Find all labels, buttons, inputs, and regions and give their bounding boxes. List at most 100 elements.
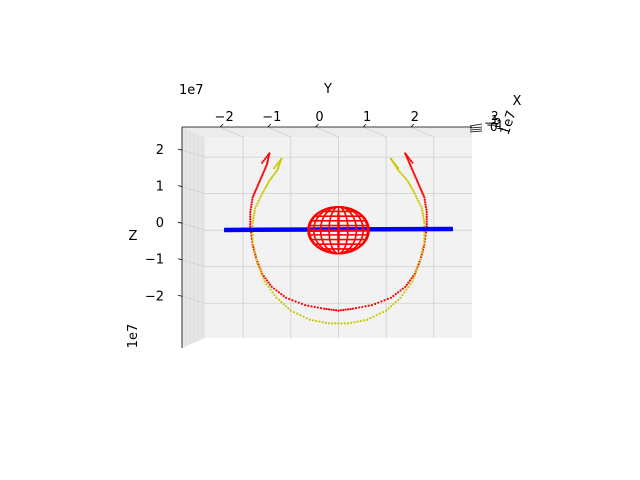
data-point	[407, 285, 410, 288]
data-point	[262, 190, 265, 193]
data-point	[378, 312, 381, 315]
data-point	[339, 309, 342, 312]
data-point	[423, 237, 426, 240]
data-point	[354, 307, 358, 310]
data-point	[252, 243, 255, 246]
data-point	[399, 289, 402, 292]
data-point	[282, 294, 285, 298]
z-tick-label: −1	[145, 253, 164, 268]
data-point	[277, 291, 281, 294]
data-point	[406, 157, 409, 161]
data-point	[300, 302, 304, 305]
data-point	[381, 311, 385, 314]
data-point	[249, 210, 252, 214]
data-point	[273, 172, 276, 175]
data-point	[294, 300, 297, 303]
data-point	[405, 154, 408, 157]
data-point	[423, 240, 426, 243]
data-point	[412, 275, 415, 278]
data-point	[265, 165, 268, 168]
data-point	[249, 208, 252, 211]
data-point	[425, 213, 428, 216]
data-point	[415, 177, 418, 181]
data-point	[259, 194, 263, 198]
data-point	[392, 294, 395, 298]
z-axis-label: Z	[129, 229, 138, 244]
data-point	[340, 322, 343, 325]
data-point	[280, 300, 283, 304]
y-axis-scale-label: 1e7	[179, 83, 204, 98]
data-point	[425, 210, 428, 214]
data-point	[251, 196, 254, 199]
data-point	[367, 304, 370, 307]
data-point	[299, 314, 302, 317]
data-point	[278, 159, 281, 162]
data-point	[418, 185, 421, 188]
x-tick-label: 0	[490, 120, 498, 134]
data-point	[330, 308, 333, 311]
y-grid-line	[410, 126, 435, 138]
data-point	[401, 174, 404, 177]
data-point	[385, 309, 388, 312]
data-point	[411, 280, 414, 283]
data-point	[265, 184, 269, 187]
data-point	[422, 214, 425, 217]
data-point	[250, 201, 253, 204]
data-point	[407, 281, 410, 284]
data-point	[261, 274, 264, 277]
data-point	[272, 174, 275, 177]
data-point	[277, 161, 280, 164]
data-point	[396, 291, 400, 294]
data-point	[404, 152, 407, 155]
data-point	[423, 198, 426, 201]
data-point	[267, 181, 270, 185]
data-point	[282, 303, 285, 306]
data-point	[398, 170, 401, 173]
data-point	[351, 307, 354, 310]
data-point	[421, 192, 424, 195]
data-point	[261, 172, 265, 175]
data-point	[254, 188, 257, 192]
data-point	[274, 165, 277, 168]
data-point	[414, 271, 418, 274]
data-point	[292, 311, 296, 314]
data-point	[372, 315, 375, 318]
data-point	[253, 192, 256, 195]
data-point	[273, 293, 276, 297]
y-tick-mark	[410, 123, 415, 128]
data-point	[270, 176, 274, 179]
data-point	[353, 321, 356, 324]
data-point	[396, 166, 400, 170]
data-point	[425, 220, 428, 223]
data-point	[269, 283, 272, 286]
data-point	[423, 233, 426, 237]
data-point	[425, 208, 428, 211]
data-point	[389, 305, 393, 308]
data-point	[423, 224, 426, 228]
data-point	[251, 237, 254, 240]
data-point	[280, 293, 283, 296]
x-axis-tick	[469, 126, 483, 129]
data-point	[420, 251, 424, 254]
data-point	[275, 163, 279, 166]
data-point	[289, 309, 292, 312]
z-tick-label: 2	[156, 143, 164, 158]
data-point	[275, 296, 278, 299]
data-point	[249, 215, 252, 218]
x-axis-label: X	[513, 94, 522, 109]
x-axis-tick	[469, 123, 483, 127]
data-point	[269, 288, 272, 291]
data-point	[418, 261, 421, 265]
data-point	[266, 161, 269, 164]
data-point	[414, 176, 417, 179]
data-point	[263, 188, 266, 191]
y-grid-line	[267, 126, 291, 138]
x-tick-label: −2	[484, 116, 502, 130]
data-point	[389, 157, 393, 161]
data-point	[387, 307, 390, 310]
data-point	[422, 243, 425, 246]
data-point	[249, 213, 252, 216]
data-point	[413, 174, 416, 177]
data-point	[410, 186, 413, 189]
y-grid-line	[315, 126, 339, 138]
